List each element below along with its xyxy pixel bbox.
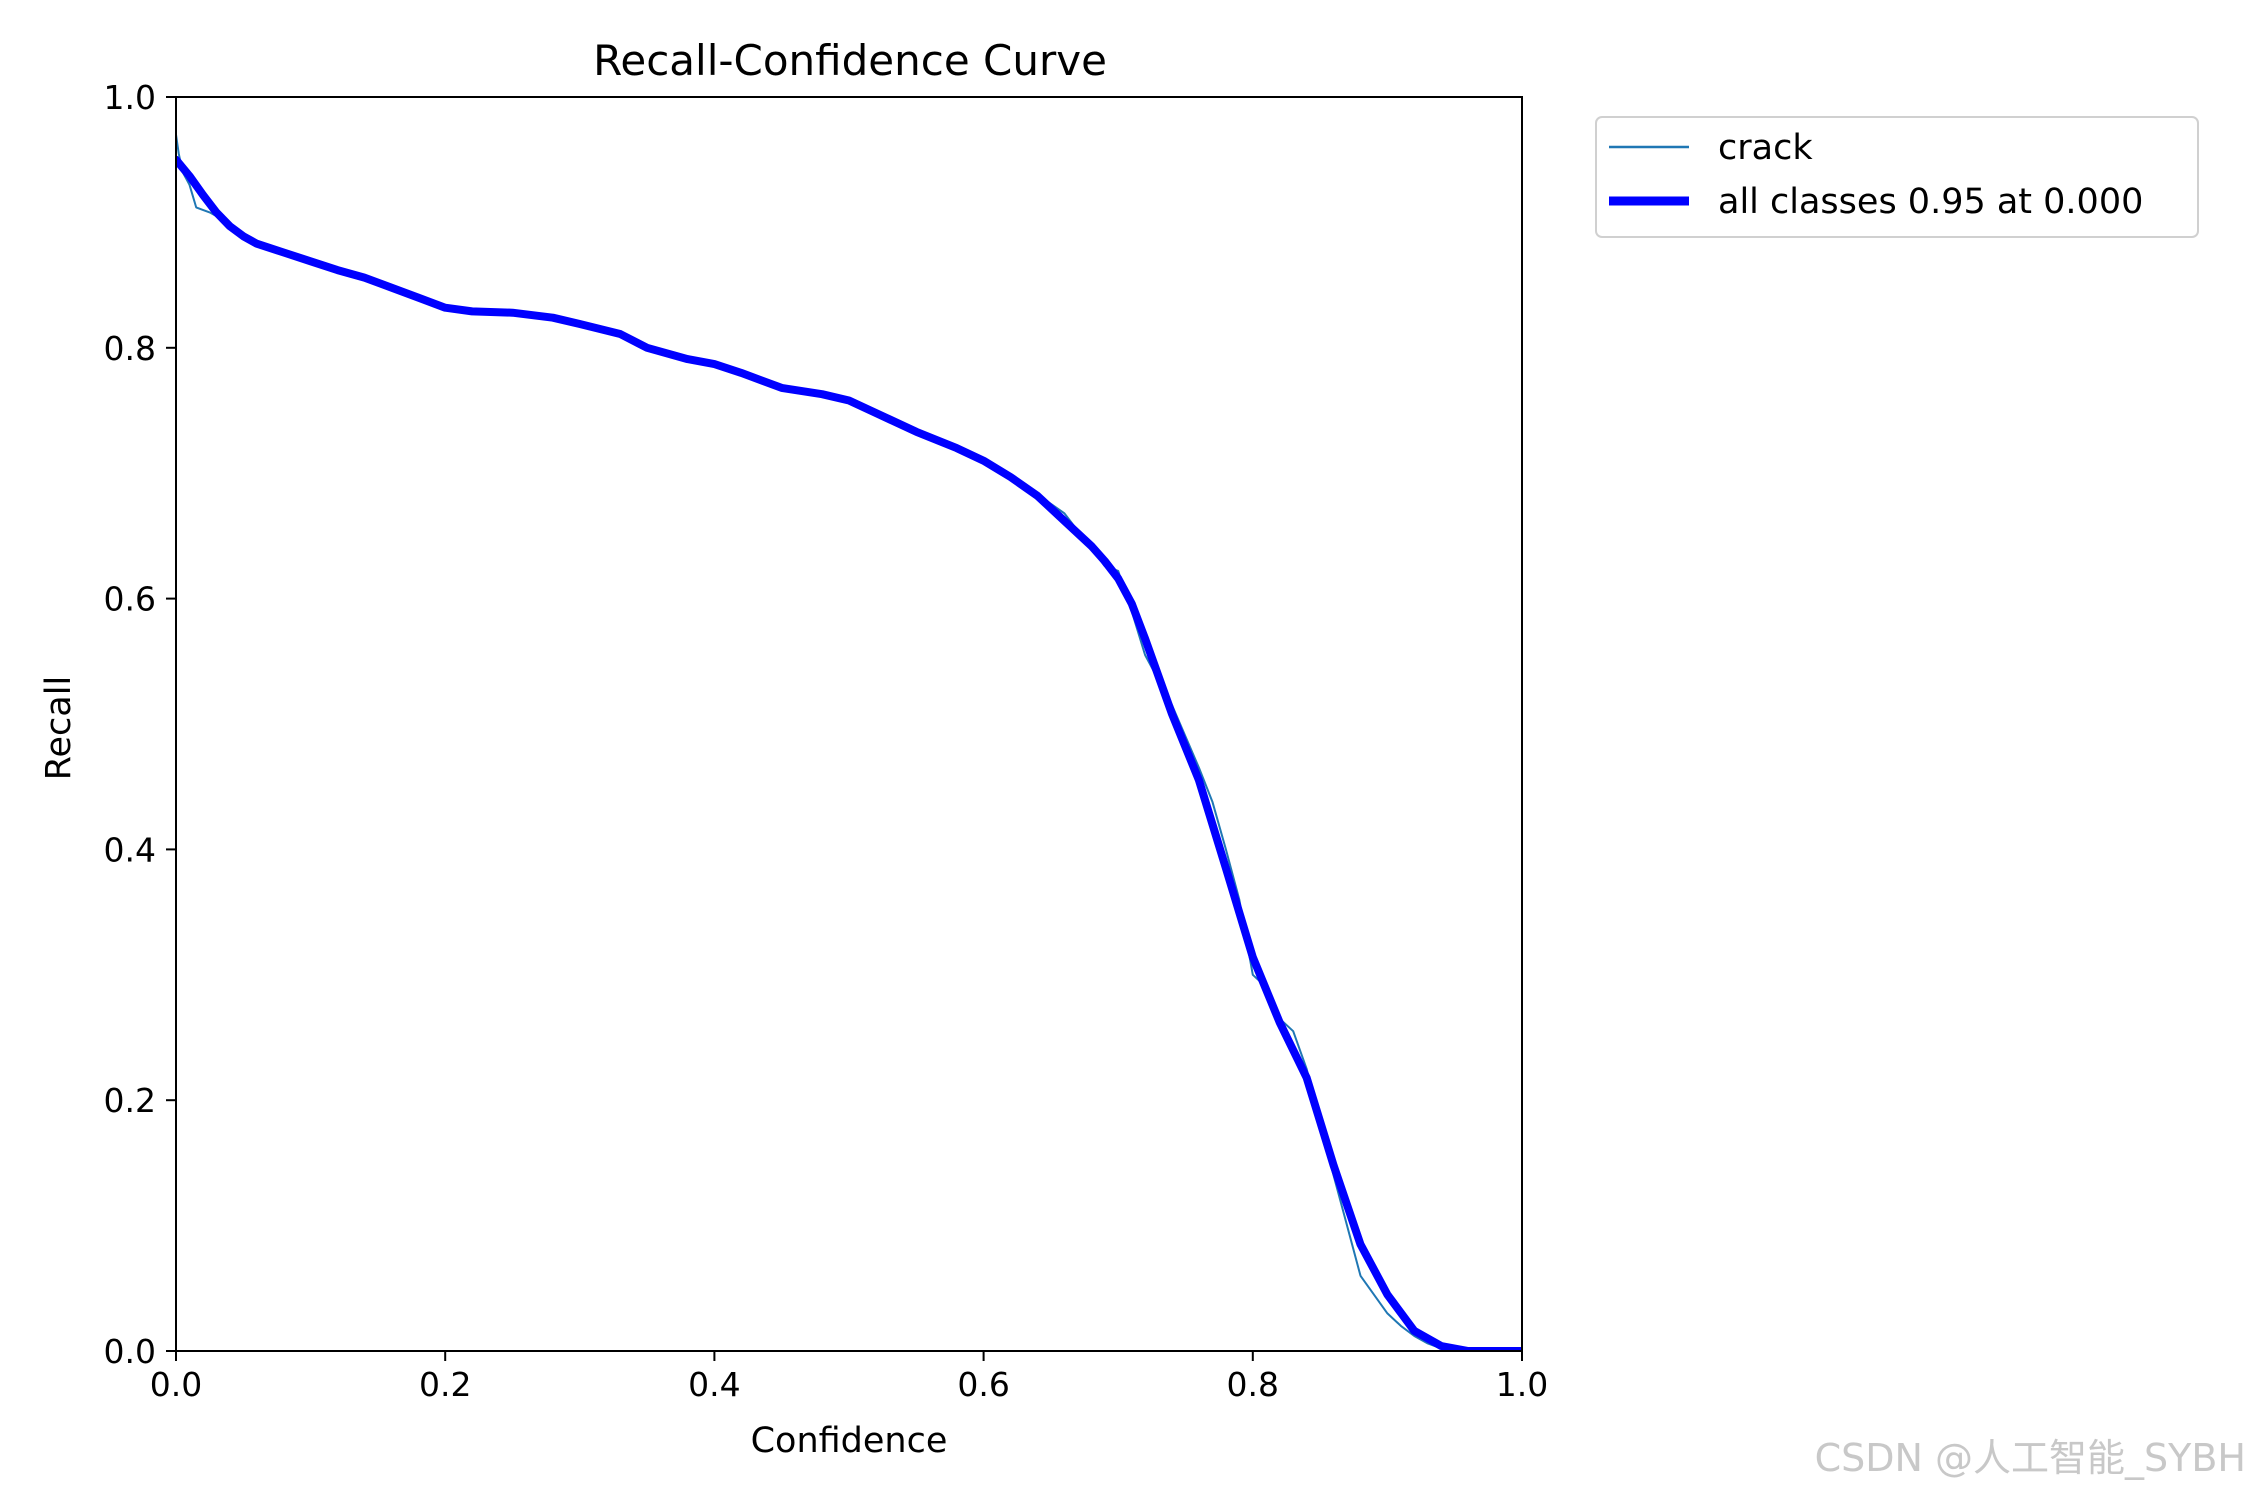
x-tick-label: 1.0 bbox=[1496, 1365, 1548, 1404]
legend-label-crack: crack bbox=[1718, 128, 1813, 168]
x-tick-label: 0.8 bbox=[1227, 1365, 1279, 1404]
y-tick-label: 0.6 bbox=[104, 580, 156, 619]
plot-frame bbox=[175, 96, 1523, 1352]
watermark: CSDN @人工智能_SYBH bbox=[1814, 1436, 2246, 1480]
y-tick-label: 0.4 bbox=[104, 830, 156, 869]
y-tick-label: 0.2 bbox=[104, 1081, 156, 1120]
x-tick-label: 0.2 bbox=[419, 1365, 471, 1404]
y-axis-label: Recall bbox=[39, 676, 79, 780]
x-tick-label: 0.6 bbox=[957, 1365, 1009, 1404]
legend-label-all-classes: all classes 0.95 at 0.000 bbox=[1718, 182, 2143, 222]
y-tick-label: 0.8 bbox=[104, 329, 156, 368]
x-tick-label: 0.4 bbox=[688, 1365, 740, 1404]
legend: crack all classes 0.95 at 0.000 bbox=[1595, 116, 2199, 238]
x-axis-label: Confidence bbox=[751, 1421, 948, 1461]
y-tick-label: 0.0 bbox=[104, 1332, 156, 1371]
y-tick-label: 1.0 bbox=[104, 78, 156, 117]
series-line-all-classes bbox=[176, 155, 1522, 1351]
chart-title: Recall-Confidence Curve bbox=[593, 36, 1107, 85]
legend-box bbox=[1595, 116, 2199, 238]
x-tick-label: 0.0 bbox=[150, 1365, 202, 1404]
